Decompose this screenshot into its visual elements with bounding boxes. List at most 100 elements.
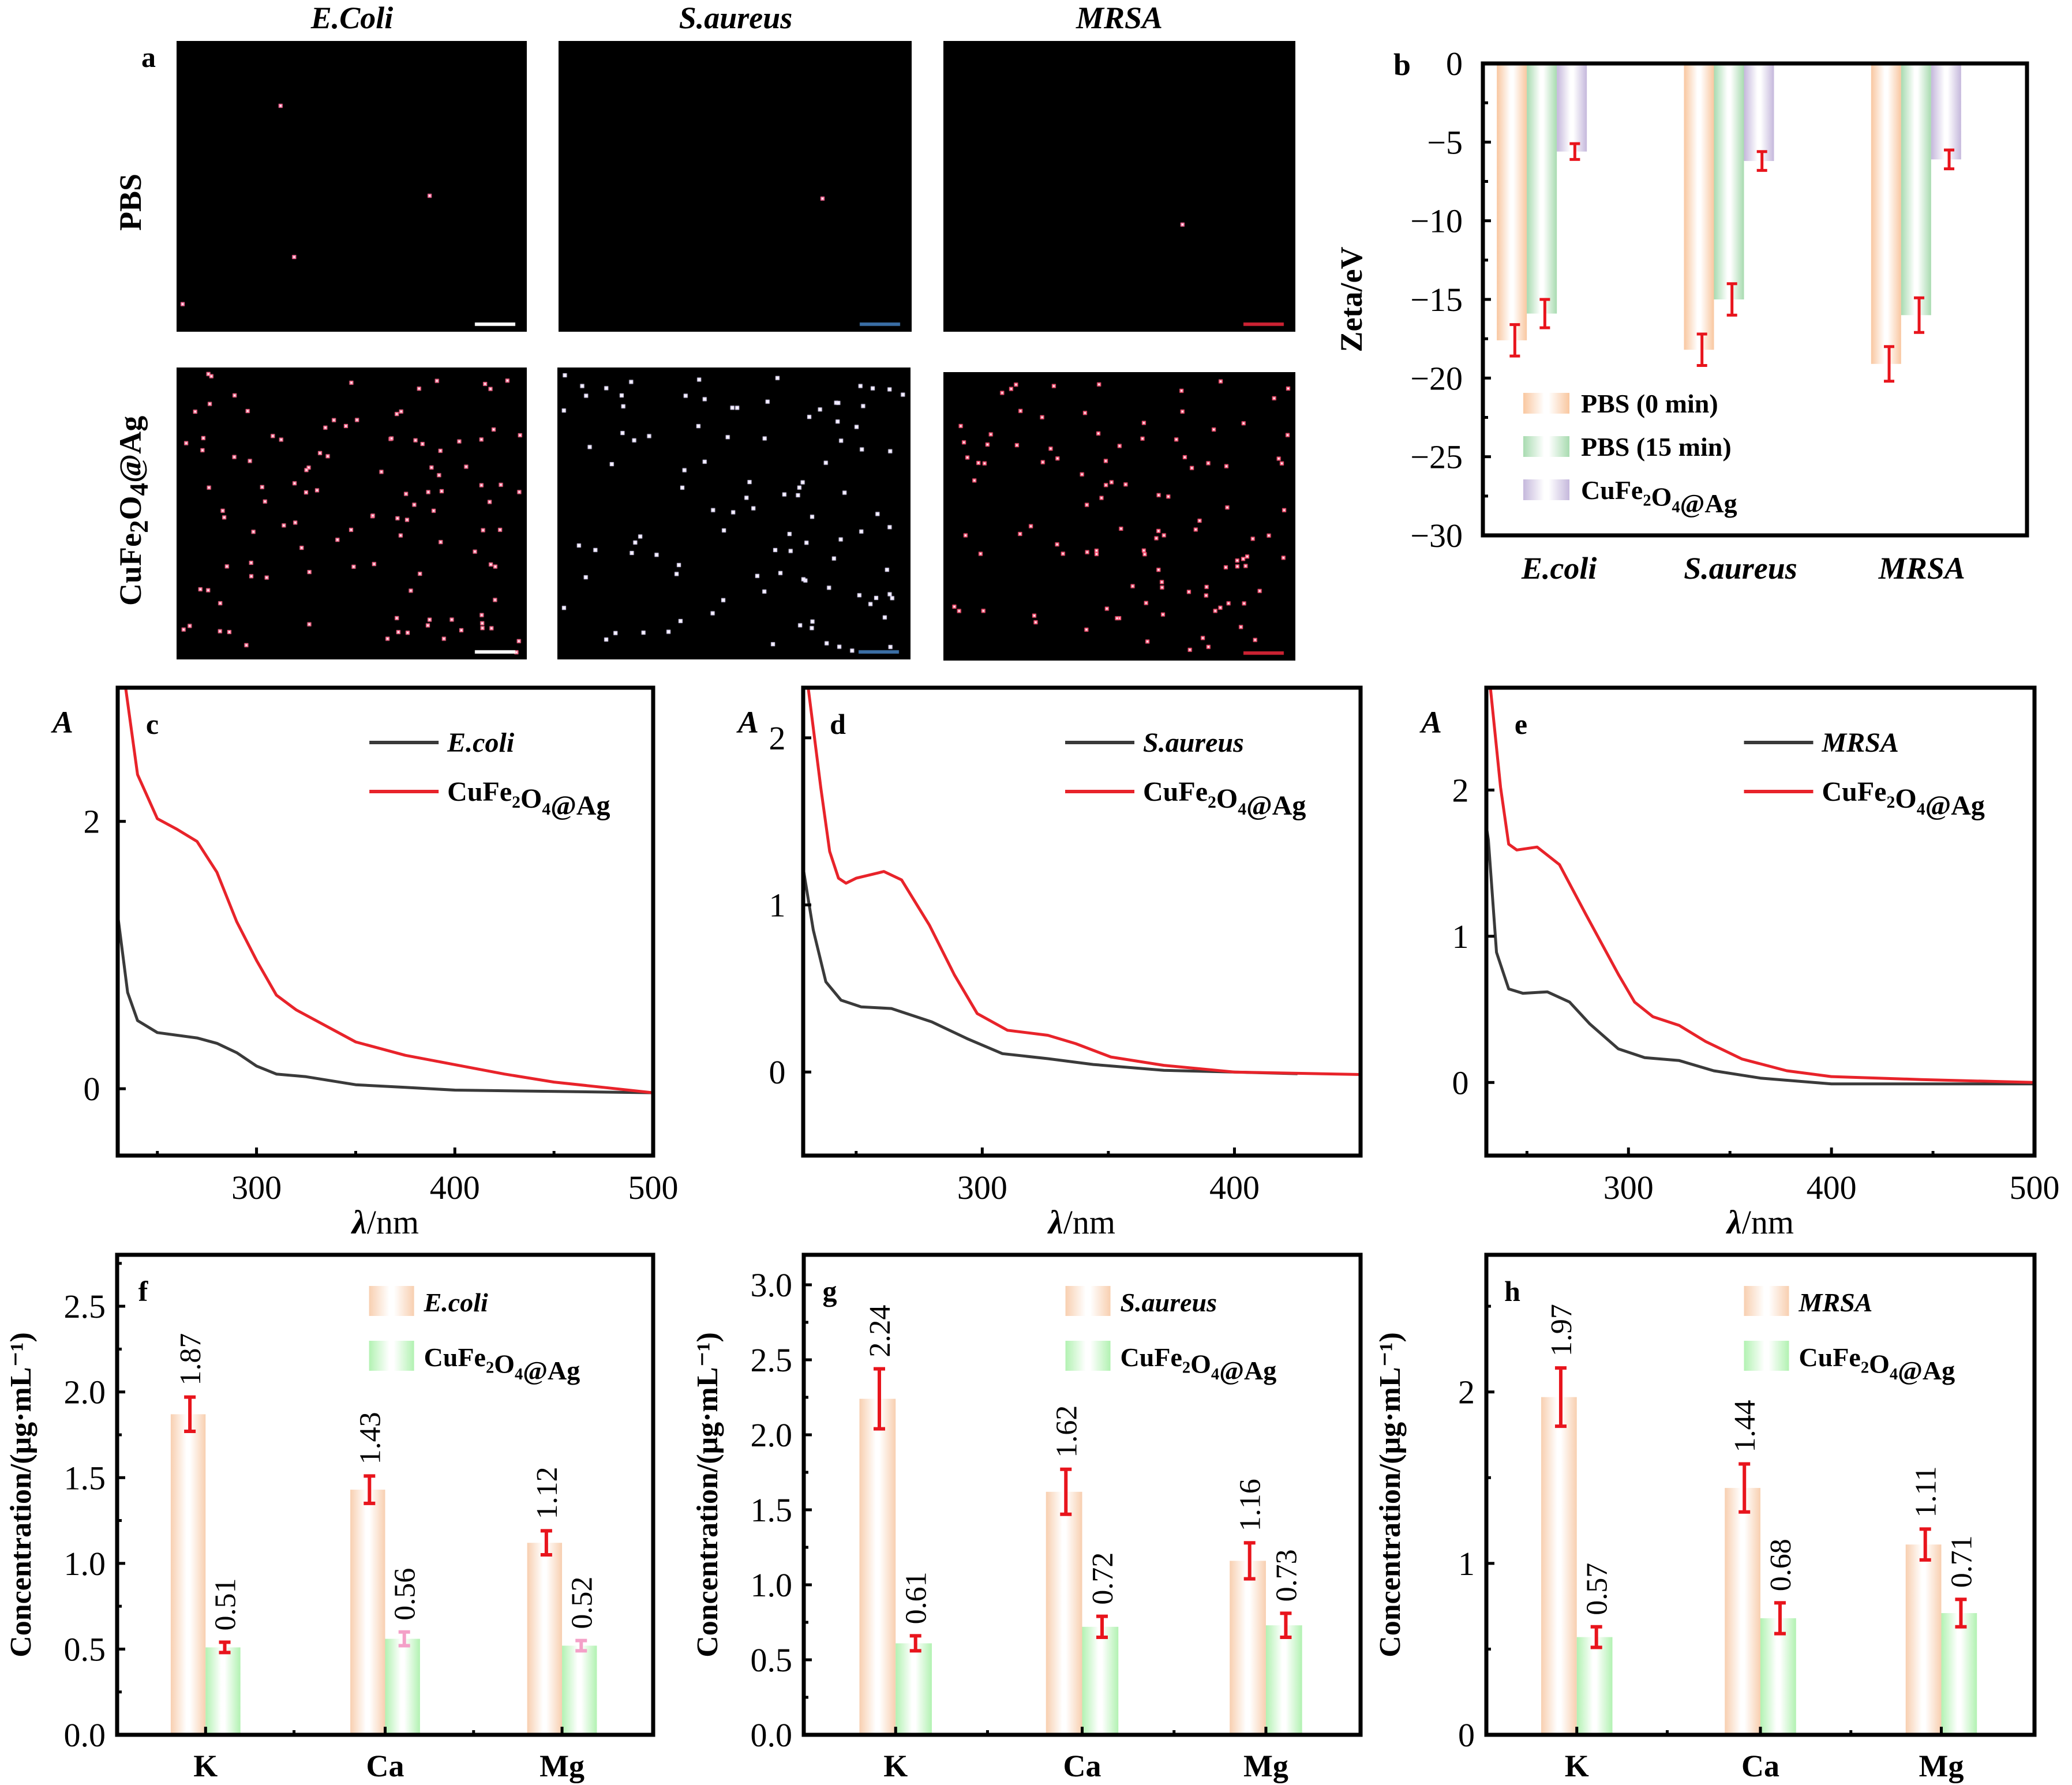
panel-label-f: f (138, 1275, 149, 1307)
x-tick-label: 400 (1209, 1169, 1260, 1206)
y-tick-label: −5 (1427, 123, 1463, 161)
y-axis-label: A (736, 705, 759, 740)
data-label: 1.62 (1050, 1405, 1083, 1458)
column-title-mrsa: MRSA (1076, 1, 1163, 35)
y-axis-label: Zeta/eV (1334, 247, 1369, 352)
x-tick-label: 300 (957, 1169, 1007, 1206)
bar (562, 1645, 597, 1735)
bar (1931, 63, 1961, 160)
y-tick-label: 1.5 (64, 1459, 106, 1497)
series-line-cufe2o4-ag (807, 688, 1361, 1076)
legend-swatch (1523, 392, 1569, 414)
series-line-bacteria (803, 868, 1298, 1075)
legend-label: CuFe2O4@Ag (1121, 1342, 1277, 1385)
data-label: 0.73 (1270, 1549, 1303, 1602)
data-label: 0.52 (565, 1577, 598, 1629)
x-tick-label: Ca (366, 1749, 404, 1783)
y-tick-label: −25 (1410, 438, 1463, 476)
bar (1684, 63, 1714, 350)
plot-frame (1481, 61, 2029, 538)
x-tick-label: 400 (1807, 1169, 1857, 1206)
legend-label: PBS (15 min) (1581, 432, 1732, 462)
data-label: 0.72 (1086, 1552, 1119, 1605)
legend-swatch (369, 1341, 414, 1371)
y-tick-label: 2.0 (64, 1374, 106, 1411)
bar (1576, 1637, 1613, 1735)
legend-swatch (369, 1286, 414, 1316)
data-label: 2.24 (864, 1305, 897, 1357)
y-axis-label: Concentration/(μg·mL⁻¹) (691, 1332, 724, 1657)
y-tick-label: 1 (1452, 918, 1469, 955)
x-tick-label: Mg (1919, 1749, 1964, 1783)
x-axis-label: λ/nm (1047, 1203, 1115, 1241)
legend-label: E.coli (424, 1288, 488, 1317)
data-label: 0.51 (209, 1578, 242, 1631)
legend-label: CuFe2O4@Ag (1581, 475, 1737, 518)
legend-label: E.coli (447, 727, 515, 758)
data-label: 1.16 (1234, 1479, 1267, 1531)
bar (1497, 63, 1527, 340)
y-tick-label: 0.0 (751, 1716, 793, 1754)
y-axis-label: Concentration/(μg·mL⁻¹) (5, 1332, 38, 1657)
x-tick-label: Ca (1741, 1749, 1779, 1783)
x-axis-label: λ/nm (351, 1203, 419, 1241)
panel-label-d: d (830, 708, 846, 740)
bar (1527, 63, 1557, 314)
bar (1082, 1626, 1119, 1735)
bar (205, 1647, 241, 1735)
panel-label-e: e (1515, 708, 1527, 740)
y-axis-label: A (1419, 705, 1442, 740)
panel-f: 1.87 1.43 1.12 E.coli 0.51 0.56 0.52 CuFe2O4@Ag… (5, 1252, 655, 1783)
data-label: 0.56 (389, 1568, 422, 1621)
legend-label: CuFe2O4@Ag (1143, 777, 1306, 821)
y-tick-label: 0 (1452, 1064, 1469, 1101)
panel-label-b: b (1393, 47, 1411, 82)
data-label: 1.97 (1545, 1304, 1578, 1356)
x-tick-label: 300 (1603, 1169, 1654, 1206)
x-tick-label: S.aureus (1684, 551, 1797, 586)
data-label: 1.11 (1910, 1466, 1943, 1517)
panel-g: 2.24 1.62 1.16 S.aureus 0.61 0.72 0.73 CuFe2O4@… (691, 1252, 1363, 1783)
plot-frame (801, 1252, 1363, 1737)
bar (1541, 1397, 1577, 1735)
data-label: 0.57 (1581, 1563, 1614, 1615)
legend-swatch (1744, 1286, 1789, 1316)
y-tick-label: −15 (1410, 281, 1463, 318)
y-tick-label: 2 (1458, 1374, 1475, 1411)
bar (350, 1490, 385, 1735)
panel-c: c E.coli CuFe2O4@Ag 300 400 500 0 2 Aλ/nm (51, 685, 679, 1241)
legend-label: MRSA (1799, 1288, 1873, 1317)
bar (896, 1643, 932, 1735)
x-tick-label: Ca (1063, 1749, 1101, 1783)
bar (385, 1638, 420, 1735)
bar (170, 1414, 206, 1735)
bar (1744, 63, 1774, 162)
y-tick-label: 2.5 (751, 1341, 793, 1379)
y-tick-label: 3.0 (751, 1266, 793, 1304)
bar (1714, 63, 1744, 299)
y-tick-label: −10 (1410, 202, 1463, 240)
panel-h: 1.97 1.44 1.11 MRSA 0.57 0.68 0.71 CuFe2O4@Ag 0 1… (1374, 1252, 2037, 1783)
y-tick-label: 2 (1452, 771, 1469, 809)
bar (1265, 1625, 1302, 1735)
x-tick-label: K (1565, 1749, 1589, 1783)
x-axis-label: λ/nm (1726, 1203, 1794, 1241)
x-tick-label: Mg (1243, 1749, 1288, 1783)
y-tick-label: 0 (1458, 1716, 1475, 1754)
column-title-saureus: S.aureus (679, 1, 793, 35)
y-tick-label: −20 (1410, 359, 1463, 397)
bar (1905, 1544, 1942, 1735)
bar (1871, 63, 1901, 364)
x-tick-label: E.coli (1521, 551, 1597, 586)
micrograph-pbs-ecoli (177, 41, 527, 332)
x-tick-label: 500 (628, 1169, 679, 1206)
data-label: 1.87 (174, 1333, 207, 1386)
legend-swatch (1065, 1286, 1111, 1316)
legend-label: MRSA (1822, 727, 1899, 758)
data-label: 1.44 (1729, 1400, 1762, 1453)
bar (1046, 1491, 1082, 1735)
series-line-cufe2o4-ag (1489, 688, 2034, 1084)
panel-label-a: a (141, 41, 156, 73)
x-tick-label: MRSA (1878, 551, 1965, 586)
